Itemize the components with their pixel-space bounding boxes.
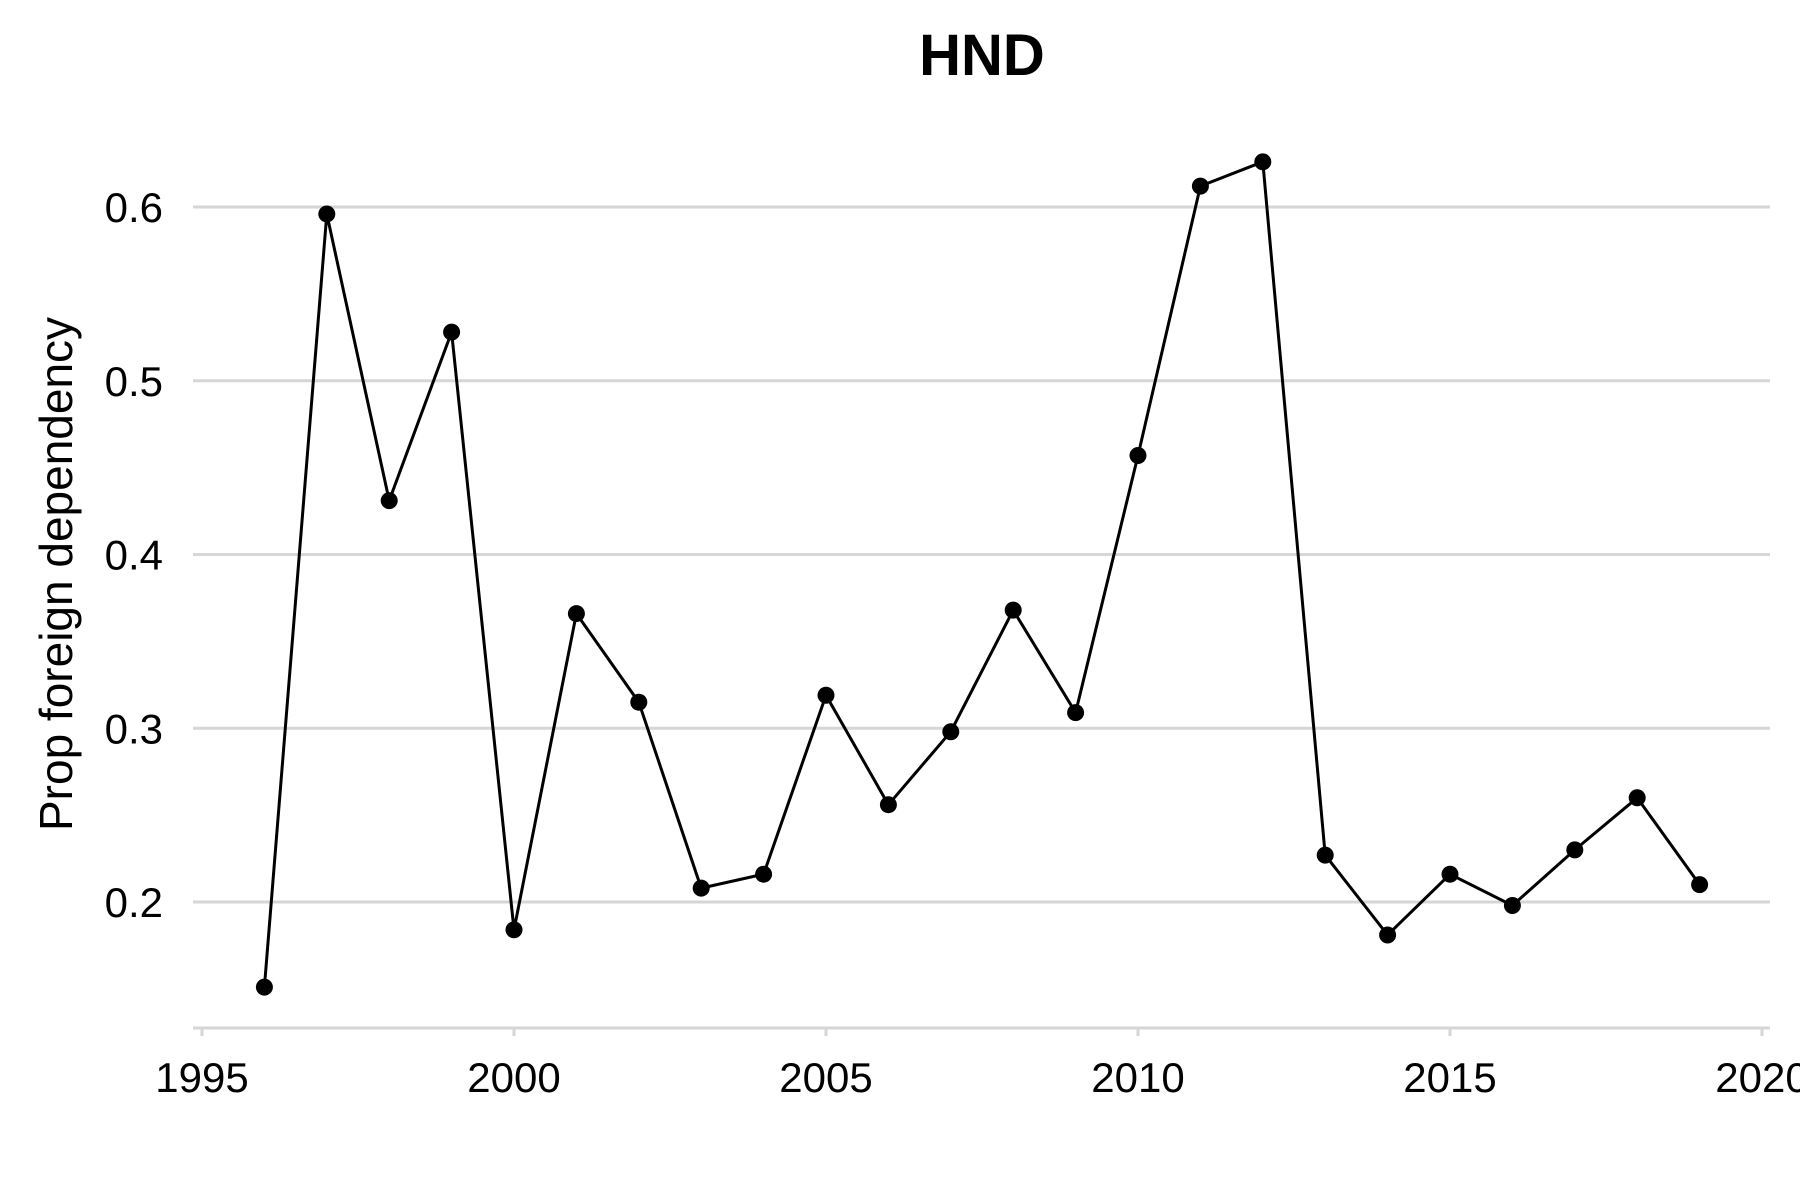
- data-point-2010: [1129, 446, 1147, 464]
- data-point-2000: [505, 921, 523, 939]
- data-point-2009: [1067, 704, 1085, 722]
- y-axis-ticks: 0.2 0.3 0.4 0.5 0.6: [105, 184, 163, 926]
- data-point-1999: [443, 323, 461, 341]
- data-point-2006: [879, 796, 897, 814]
- data-point-2018: [1628, 789, 1646, 807]
- data-point-2015: [1441, 865, 1459, 883]
- data-point-1997: [318, 205, 336, 223]
- x-tick-label: 2010: [1091, 1054, 1184, 1101]
- y-tick-label: 0.2: [105, 879, 163, 926]
- x-tick-label: 2005: [779, 1054, 872, 1101]
- data-point-2003: [692, 879, 710, 897]
- y-tick-label: 0.4: [105, 532, 163, 579]
- y-tick-label: 0.3: [105, 705, 163, 752]
- data-point-2008: [1004, 601, 1022, 619]
- x-tick-label: 2020: [1715, 1054, 1800, 1101]
- grid-lines: [193, 205, 1770, 904]
- data-point-2002: [630, 693, 648, 711]
- data-point-2012: [1254, 153, 1272, 171]
- data-point-1996: [255, 978, 273, 996]
- y-tick-label: 0.5: [105, 358, 163, 405]
- data-point-1998: [380, 492, 398, 510]
- data-point-2005: [817, 686, 835, 704]
- data-point-2001: [567, 605, 585, 623]
- data-point-2016: [1503, 896, 1521, 914]
- y-axis-label: Prop foreign dependency: [30, 317, 82, 831]
- data-point-2014: [1379, 926, 1397, 944]
- x-tick-label: 1995: [155, 1054, 248, 1101]
- data-point-2011: [1191, 177, 1209, 195]
- data-point-2017: [1566, 841, 1584, 859]
- data-point-2019: [1691, 876, 1709, 894]
- x-tick-label: 2015: [1403, 1054, 1496, 1101]
- series-line-0: [262, 160, 1701, 988]
- chart-title: HND: [919, 23, 1045, 88]
- data-point-2013: [1316, 846, 1334, 864]
- x-tick-label: 2000: [467, 1054, 560, 1101]
- data-point-2007: [942, 723, 960, 741]
- series: [255, 153, 1709, 996]
- y-tick-label: 0.6: [105, 184, 163, 231]
- data-point-2004: [755, 865, 773, 883]
- x-axis-ticks: 1995 2000 2005 2010 2015 2020: [155, 1028, 1800, 1101]
